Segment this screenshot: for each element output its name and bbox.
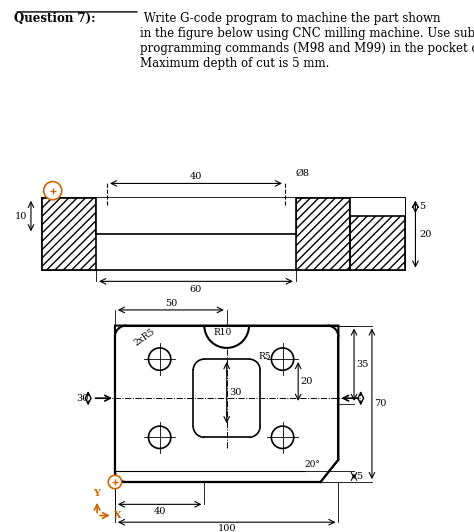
Circle shape: [271, 426, 294, 448]
Text: 70: 70: [374, 400, 386, 408]
Text: 50: 50: [164, 298, 177, 307]
Text: 30: 30: [76, 394, 88, 403]
Text: 2xR5: 2xR5: [133, 327, 157, 348]
Circle shape: [271, 348, 294, 370]
Circle shape: [44, 181, 62, 200]
Bar: [350, 198, 404, 270]
Text: 10: 10: [15, 212, 27, 221]
Bar: [350, 198, 404, 216]
Bar: [96, 198, 296, 234]
Text: 5: 5: [356, 472, 363, 481]
Text: R10: R10: [213, 328, 231, 337]
Text: 20: 20: [301, 377, 313, 386]
Bar: [296, 198, 350, 270]
Bar: [42, 198, 96, 270]
Text: 30: 30: [229, 388, 241, 397]
Text: 5: 5: [419, 203, 425, 212]
Text: 40: 40: [190, 171, 202, 180]
Text: Write G-code program to machine the part shown
in the figure below using CNC mil: Write G-code program to machine the part…: [140, 12, 474, 70]
Text: 40: 40: [154, 506, 166, 516]
Text: R5: R5: [258, 352, 271, 361]
Text: X: X: [114, 511, 121, 520]
Text: 60: 60: [190, 285, 202, 294]
Bar: [296, 198, 350, 270]
Text: 20°: 20°: [305, 460, 321, 469]
Bar: [42, 198, 404, 270]
Text: 100: 100: [218, 525, 236, 532]
Bar: [42, 198, 96, 270]
Text: Y: Y: [93, 488, 100, 497]
Text: Ø8: Ø8: [296, 169, 310, 178]
Text: Question 7):: Question 7):: [14, 12, 96, 25]
Polygon shape: [115, 326, 338, 482]
Circle shape: [108, 475, 122, 489]
Text: 20: 20: [419, 230, 431, 239]
Circle shape: [148, 426, 171, 448]
Bar: [350, 198, 404, 270]
Circle shape: [148, 348, 171, 370]
Text: 35: 35: [356, 360, 369, 369]
